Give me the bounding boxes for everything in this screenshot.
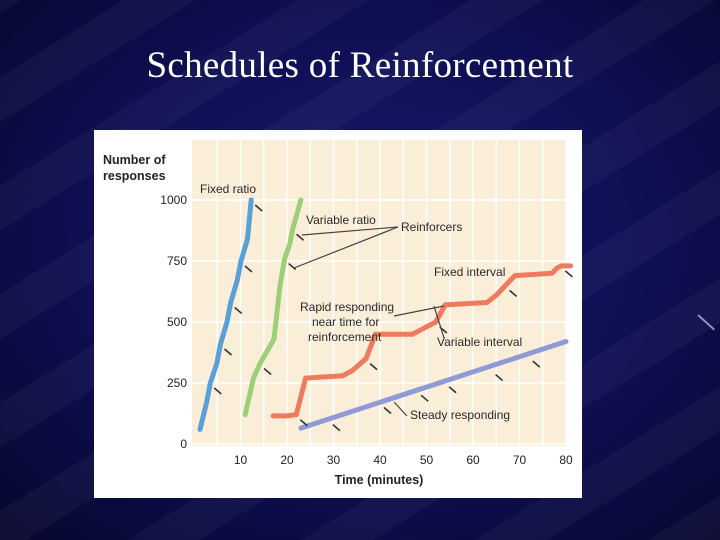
reinforcer-mark: [223, 348, 233, 356]
y-axis-label-line1: Number of responses: [103, 153, 166, 183]
series-line-variable-interval: [298, 339, 569, 431]
annotation-leaders: [293, 226, 445, 417]
x-tick-label: 30: [327, 453, 341, 467]
chart-figure: Number of responses Time (minutes) 0 250 50…: [94, 130, 582, 498]
x-tick-label: 10: [234, 453, 248, 467]
gridlines: [192, 140, 567, 446]
reinforcer-mark: [263, 367, 272, 376]
label-rapid-responding-3: reinforcement: [308, 330, 382, 344]
reinforcer-mark: [332, 423, 341, 432]
y-tick-label: 0: [180, 437, 187, 451]
reinforcer-mark: [244, 265, 253, 273]
annotation-leader: [433, 305, 445, 339]
label-variable-interval: Variable interval: [437, 335, 522, 349]
series-line-variable-ratio: [242, 197, 304, 418]
reinforcer-mark: [288, 262, 297, 271]
reinforcer-mark: [234, 306, 243, 315]
annotation-leader: [393, 401, 408, 417]
reinforcer-mark: [532, 360, 541, 368]
tick-labels: 0 250 500 750 1000 10 20 30 40 50 60 70 80: [160, 193, 573, 467]
x-tick-label: 70: [513, 453, 527, 467]
label-steady-responding: Steady responding: [410, 408, 510, 422]
series-lines: [197, 197, 574, 432]
reinforcer-mark: [509, 289, 518, 298]
decorative-line: [697, 314, 716, 331]
reinforcer-mark: [495, 373, 504, 382]
reinforcer-mark: [383, 406, 392, 415]
label-rapid-responding-2: near time for: [312, 315, 379, 329]
x-tick-label: 80: [559, 453, 573, 467]
slide-title: Schedules of Reinforcement: [146, 45, 574, 86]
reinforcer-mark: [420, 394, 429, 402]
plot-background: [192, 140, 566, 446]
y-tick-label: 500: [167, 315, 187, 329]
y-tick-label: 750: [167, 254, 187, 268]
chart-svg: Number of responses Time (minutes) 0 250 50…: [103, 140, 574, 487]
reinforcer-mark: [448, 386, 457, 394]
x-tick-label: 60: [466, 453, 480, 467]
reinforcer-mark: [299, 419, 308, 427]
reinforcer-mark: [369, 362, 378, 371]
reinforcer-marks: [213, 204, 573, 432]
label-fixed-interval: Fixed interval: [434, 265, 505, 279]
label-variable-ratio: Variable ratio: [306, 213, 376, 227]
x-axis-label: Time (minutes): [335, 473, 424, 487]
series-line-fixed-ratio: [197, 197, 254, 432]
annotation-leader: [293, 226, 399, 269]
series-line-fixed-interval: [270, 263, 574, 419]
y-tick-label: 250: [167, 376, 187, 390]
reinforcer-mark: [296, 233, 305, 241]
label-reinforcers: Reinforcers: [401, 220, 462, 234]
x-tick-label: 20: [280, 453, 294, 467]
reinforcer-mark: [564, 270, 573, 278]
reinforcer-mark: [254, 204, 263, 212]
y-tick-label: 1000: [160, 193, 187, 207]
x-tick-label: 50: [420, 453, 434, 467]
reinforcer-mark: [213, 387, 222, 395]
annotation-leader: [301, 226, 399, 236]
label-fixed-ratio: Fixed ratio: [200, 182, 256, 196]
x-tick-label: 40: [373, 453, 387, 467]
annotation-leader: [393, 305, 445, 317]
label-rapid-responding-1: Rapid responding: [300, 300, 394, 314]
